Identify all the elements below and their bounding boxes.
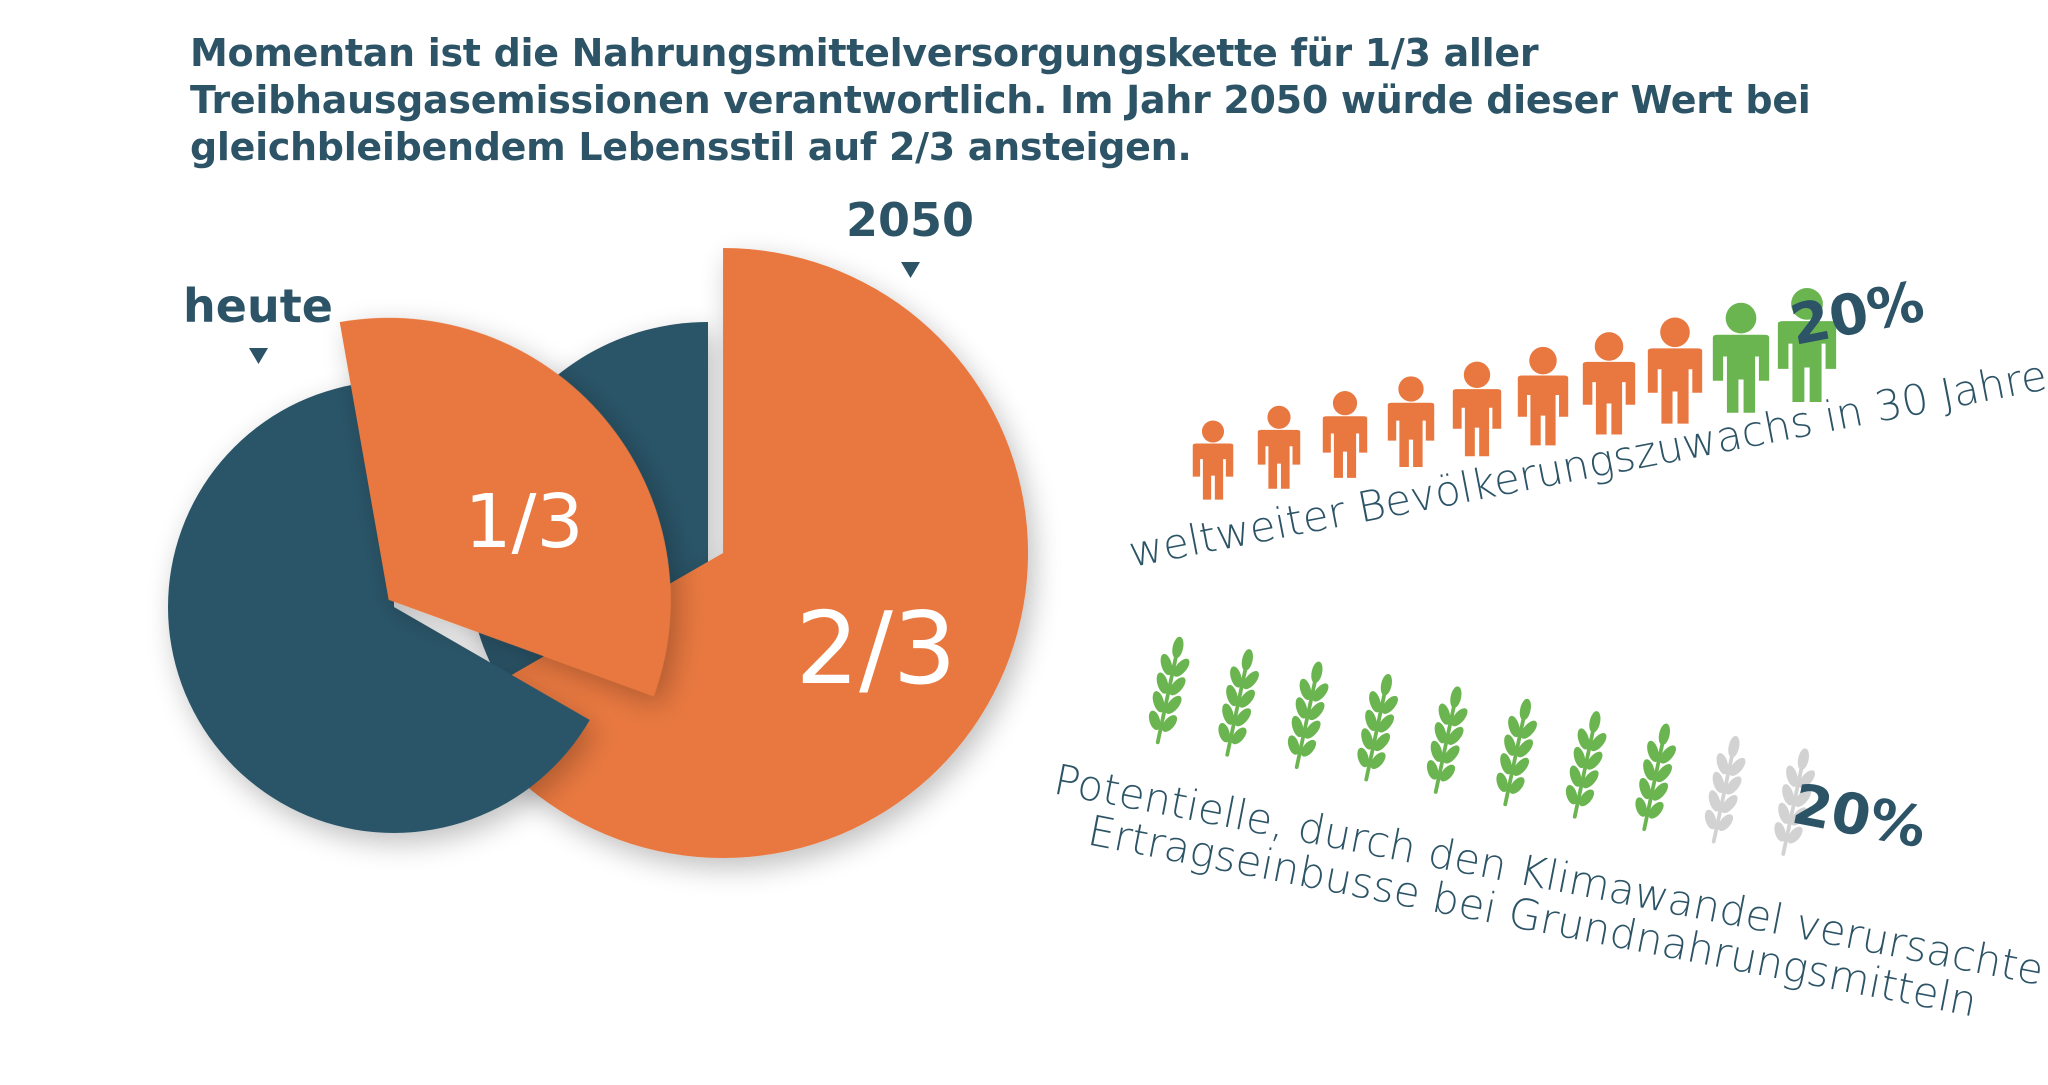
person-icon bbox=[1322, 391, 1368, 478]
person-icon bbox=[1192, 420, 1234, 500]
wheat-icon bbox=[1625, 718, 1685, 835]
pie-label-heute: heute bbox=[183, 279, 333, 333]
person-icon bbox=[1387, 376, 1435, 468]
crops-percent: 20% bbox=[1787, 772, 1931, 861]
pie-chart-heute bbox=[167, 317, 671, 834]
wheat-icon-lost bbox=[1695, 731, 1755, 847]
wheat-icon bbox=[1278, 656, 1338, 773]
wheat-icon bbox=[1208, 644, 1268, 761]
pie-label-2050: 2050 bbox=[846, 193, 974, 247]
headline: Momentan ist die Nahrungsmittelversorgun… bbox=[190, 31, 1811, 169]
arrow-down-icon bbox=[901, 262, 920, 278]
pie-heute-slice-rest bbox=[167, 381, 590, 834]
wheat-icon bbox=[1417, 681, 1477, 798]
pie-2050-slice-two-thirds bbox=[458, 248, 1029, 859]
population-percent: 20% bbox=[1785, 269, 1929, 358]
person-icon bbox=[1517, 346, 1569, 446]
person-icon bbox=[1647, 317, 1703, 424]
person-icon bbox=[1257, 405, 1301, 489]
slice-label-heute: 1/3 bbox=[464, 479, 583, 565]
wheat-icon bbox=[1486, 693, 1546, 810]
person-icon bbox=[1582, 332, 1636, 435]
wheat-icon bbox=[1347, 669, 1407, 785]
pie-heute-slice-one-third bbox=[339, 317, 671, 697]
arrow-down-icon bbox=[249, 348, 268, 364]
slice-label-2050: 2/3 bbox=[796, 590, 957, 707]
wheat-icon bbox=[1139, 631, 1199, 748]
person-icon-highlight bbox=[1712, 302, 1770, 413]
wheat-icon bbox=[1556, 706, 1616, 823]
person-icon bbox=[1452, 361, 1502, 457]
